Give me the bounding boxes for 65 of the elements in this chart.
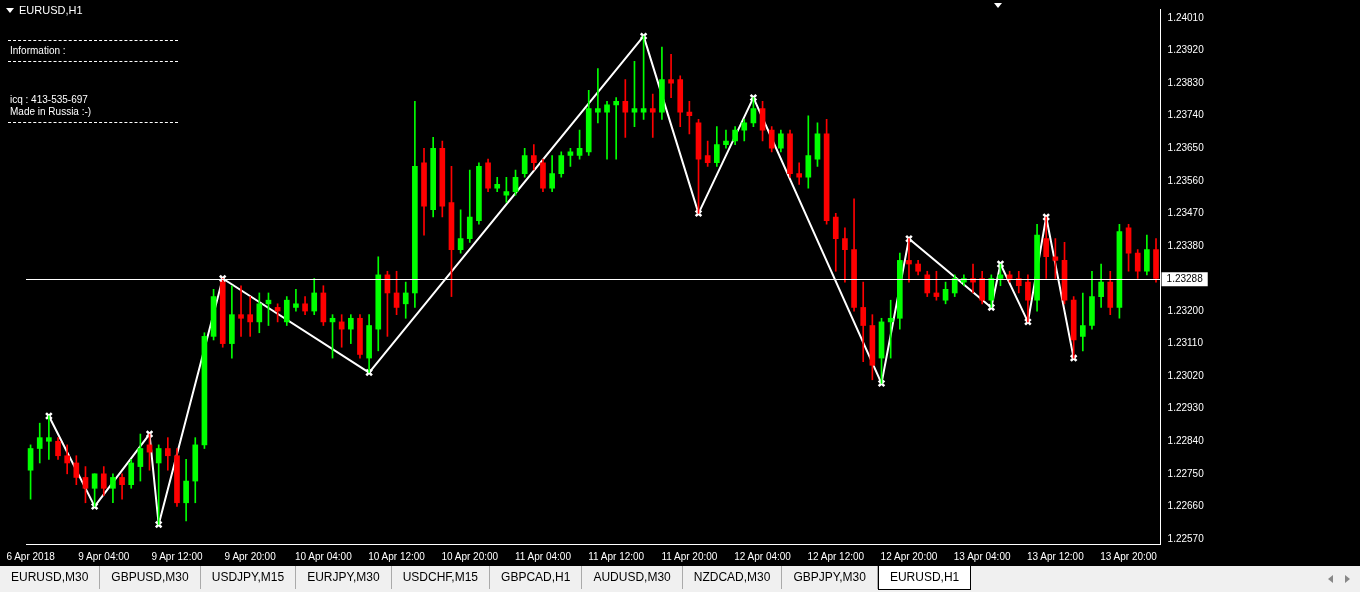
candlestick [668,53,674,98]
y-tick-label: 1.24010 [1167,11,1205,23]
candlestick [796,162,802,185]
x-tick-label: 11 Apr 20:00 [661,550,718,562]
annotation: icq : 413-535-697 [9,94,89,106]
annotation: Information : [9,45,67,57]
x-tick-label: 10 Apr 04:00 [295,550,353,562]
candlestick [613,97,619,160]
y-tick-label: 1.23920 [1167,44,1205,56]
text: EURJPY,M30 [296,566,392,589]
y-tick-label: 1.23830 [1167,76,1205,88]
x-tick-label: 12 Apr 04:00 [734,550,792,562]
chart-title: EURUSD,H1 [19,4,83,16]
y-tick-label: 1.23020 [1167,369,1205,381]
candlestick [860,281,867,363]
x-tick-label: 10 Apr 12:00 [368,550,426,562]
text: EURUSD,H1 [877,566,972,590]
x-tick-label: 13 Apr 12:00 [1027,550,1085,562]
x-tick-label: 6 Apr 2018 [6,550,56,562]
candlestick [649,93,656,138]
candlestick [293,289,299,312]
candlestick [604,100,610,160]
text: EURUSD,M30 [0,566,101,589]
text: USDCHF,M15 [391,566,491,589]
candlestick [595,68,601,124]
x-tick-label: 13 Apr 04:00 [953,550,1011,562]
x-tick-label: 12 Apr 20:00 [880,550,938,562]
x-tick-label: 12 Apr 12:00 [807,550,865,562]
y-tick-label: 1.22840 [1167,435,1205,447]
y-tick-label: 1.23740 [1167,109,1205,121]
text: NZDCAD,M30 [682,566,783,589]
y-tick-label: 1.23110 [1167,337,1204,349]
ref-line-label: 1.23288 [1166,272,1204,284]
point [639,32,648,41]
y-tick-label: 1.22750 [1167,467,1205,479]
candlestick [338,314,345,348]
point [996,259,1005,269]
candlestick [238,285,244,337]
y-tick-label: 1.23200 [1167,304,1205,316]
candlestick [247,296,253,337]
y-tick-label: 1.23470 [1167,207,1205,219]
annotation: Made in Russia :-) [9,106,93,118]
y-tick-label: 1.23560 [1167,174,1205,186]
candlestick [842,227,848,283]
text: GBPJPY,M30 [782,566,878,589]
x-tick-label: 11 Apr 04:00 [514,550,572,562]
x-tick-label: 9 Apr 04:00 [78,550,130,562]
y-tick-label: 1.23380 [1167,239,1205,251]
y-tick-label: 1.22570 [1167,532,1205,544]
text: USDJPY,M15 [200,566,297,589]
candlestick [164,437,171,471]
y-tick-label: 1.22660 [1167,500,1205,512]
candlestick [1079,292,1086,352]
x-tick-label: 10 Apr 20:00 [441,550,499,562]
text: AUDUSD,M30 [582,566,683,589]
text: GBPCAD,H1 [490,566,583,589]
x-tick-label: 13 Apr 20:00 [1100,550,1158,562]
y-tick-label: 1.23650 [1167,142,1205,154]
y-tick-label: 1.22930 [1167,402,1205,414]
candlestick [723,129,729,149]
text: GBPUSD,M30 [100,566,201,589]
x-tick-label: 9 Apr 20:00 [224,550,277,562]
x-tick-label: 11 Apr 12:00 [588,550,645,562]
candlestick [622,79,629,138]
x-tick-label: 9 Apr 12:00 [151,550,203,562]
